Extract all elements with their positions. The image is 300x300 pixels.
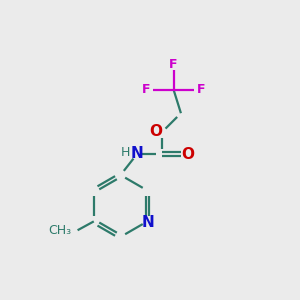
Text: O: O	[181, 147, 194, 162]
Text: F: F	[169, 58, 178, 71]
Text: CH₃: CH₃	[48, 224, 71, 237]
Text: F: F	[142, 83, 151, 96]
Text: F: F	[196, 83, 205, 96]
Text: N: N	[142, 215, 154, 230]
Text: N: N	[131, 146, 144, 161]
Text: H: H	[121, 146, 130, 159]
Text: O: O	[149, 124, 162, 139]
